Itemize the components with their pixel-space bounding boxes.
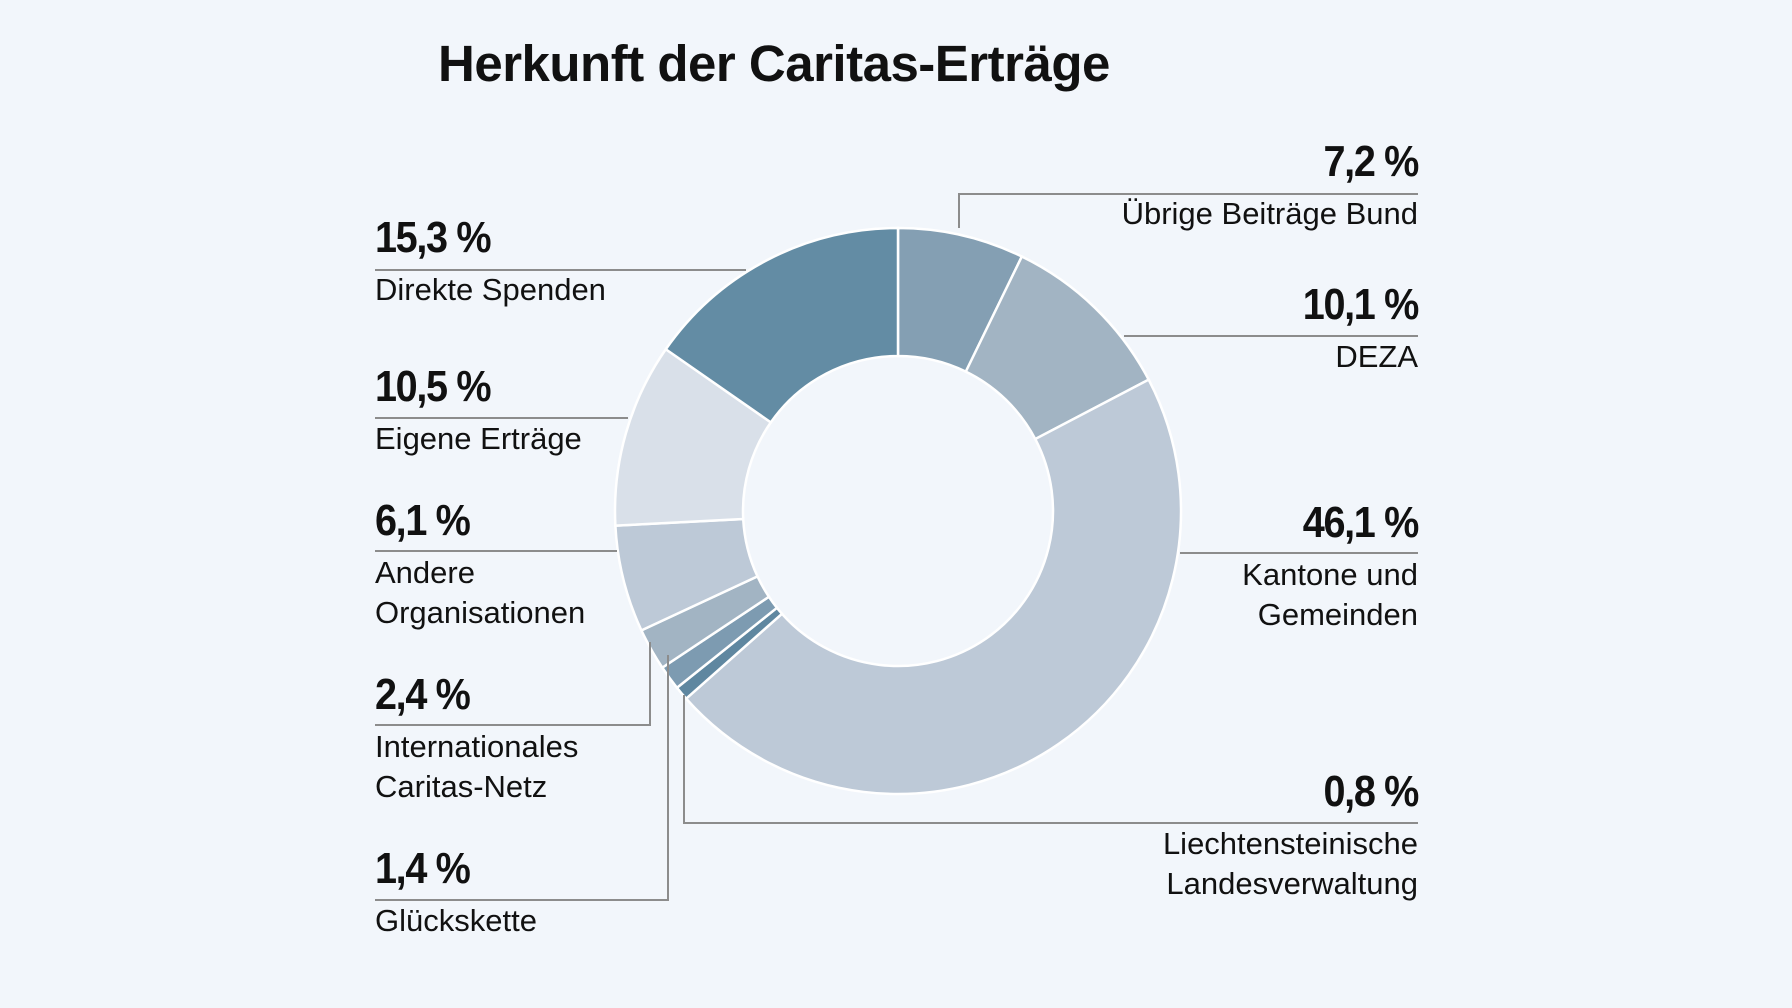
value-label: 7,2 % — [1323, 137, 1419, 186]
value-label: 15,3 % — [375, 213, 492, 262]
value-label: 6,1 % — [375, 496, 471, 545]
leader-line-liechtenstein — [683, 695, 1418, 824]
leader-line-uebrige — [958, 193, 1418, 228]
label-direkte: 15,3 % Direkte Spenden — [375, 216, 755, 310]
label-uebrige: 7,2 % Übrige Beiträge Bund — [1038, 137, 1420, 234]
leader-line-glueckskette — [375, 655, 669, 901]
label-deza: 10,1 % DEZA — [1038, 280, 1420, 377]
category-label: Internationales Caritas-Netz — [375, 729, 579, 805]
category-label: Andere Organisationen — [375, 555, 586, 631]
chart-title: Herkunft der Caritas-Erträge — [438, 35, 1110, 92]
label-international: 2,4 % Internationales Caritas-Netz — [375, 673, 755, 808]
value-label: 10,1 % — [1302, 280, 1420, 329]
category-label: Direkte Spenden — [375, 272, 606, 307]
slice-kantone-und-gemeinden — [684, 377, 1183, 796]
leader-lines — [375, 193, 1418, 901]
category-label: Glückskette — [375, 903, 537, 938]
label-liechtenstein: 0,8 % Liechtensteinische Landesverwaltun… — [1038, 767, 1419, 905]
category-label: Kantone und Gemeinden — [1242, 557, 1418, 633]
value-label: 2,4 % — [375, 670, 471, 719]
slice-direkte-spenden — [664, 226, 900, 425]
label-andere: 6,1 % Andere Organisationen — [375, 499, 755, 634]
label-eigene: 10,5 % Eigene Erträge — [375, 365, 755, 459]
label-kantone: 46,1 % Kantone und Gemeinden — [1038, 498, 1420, 636]
value-label: 10,5 % — [375, 362, 492, 411]
category-label: Liechtensteinische Landesverwaltung — [1162, 826, 1418, 902]
category-label: Übrige Beiträge Bund — [1121, 196, 1418, 231]
value-label: 1,4 % — [375, 844, 471, 893]
category-label: Eigene Erträge — [375, 421, 582, 456]
value-label: 0,8 % — [1323, 767, 1419, 816]
leader-line-international — [375, 642, 651, 726]
value-label: 46,1 % — [1302, 498, 1420, 547]
category-label: DEZA — [1335, 339, 1418, 374]
label-glueckskette: 1,4 % Glückskette — [375, 847, 755, 941]
donut-slices — [613, 226, 1183, 796]
